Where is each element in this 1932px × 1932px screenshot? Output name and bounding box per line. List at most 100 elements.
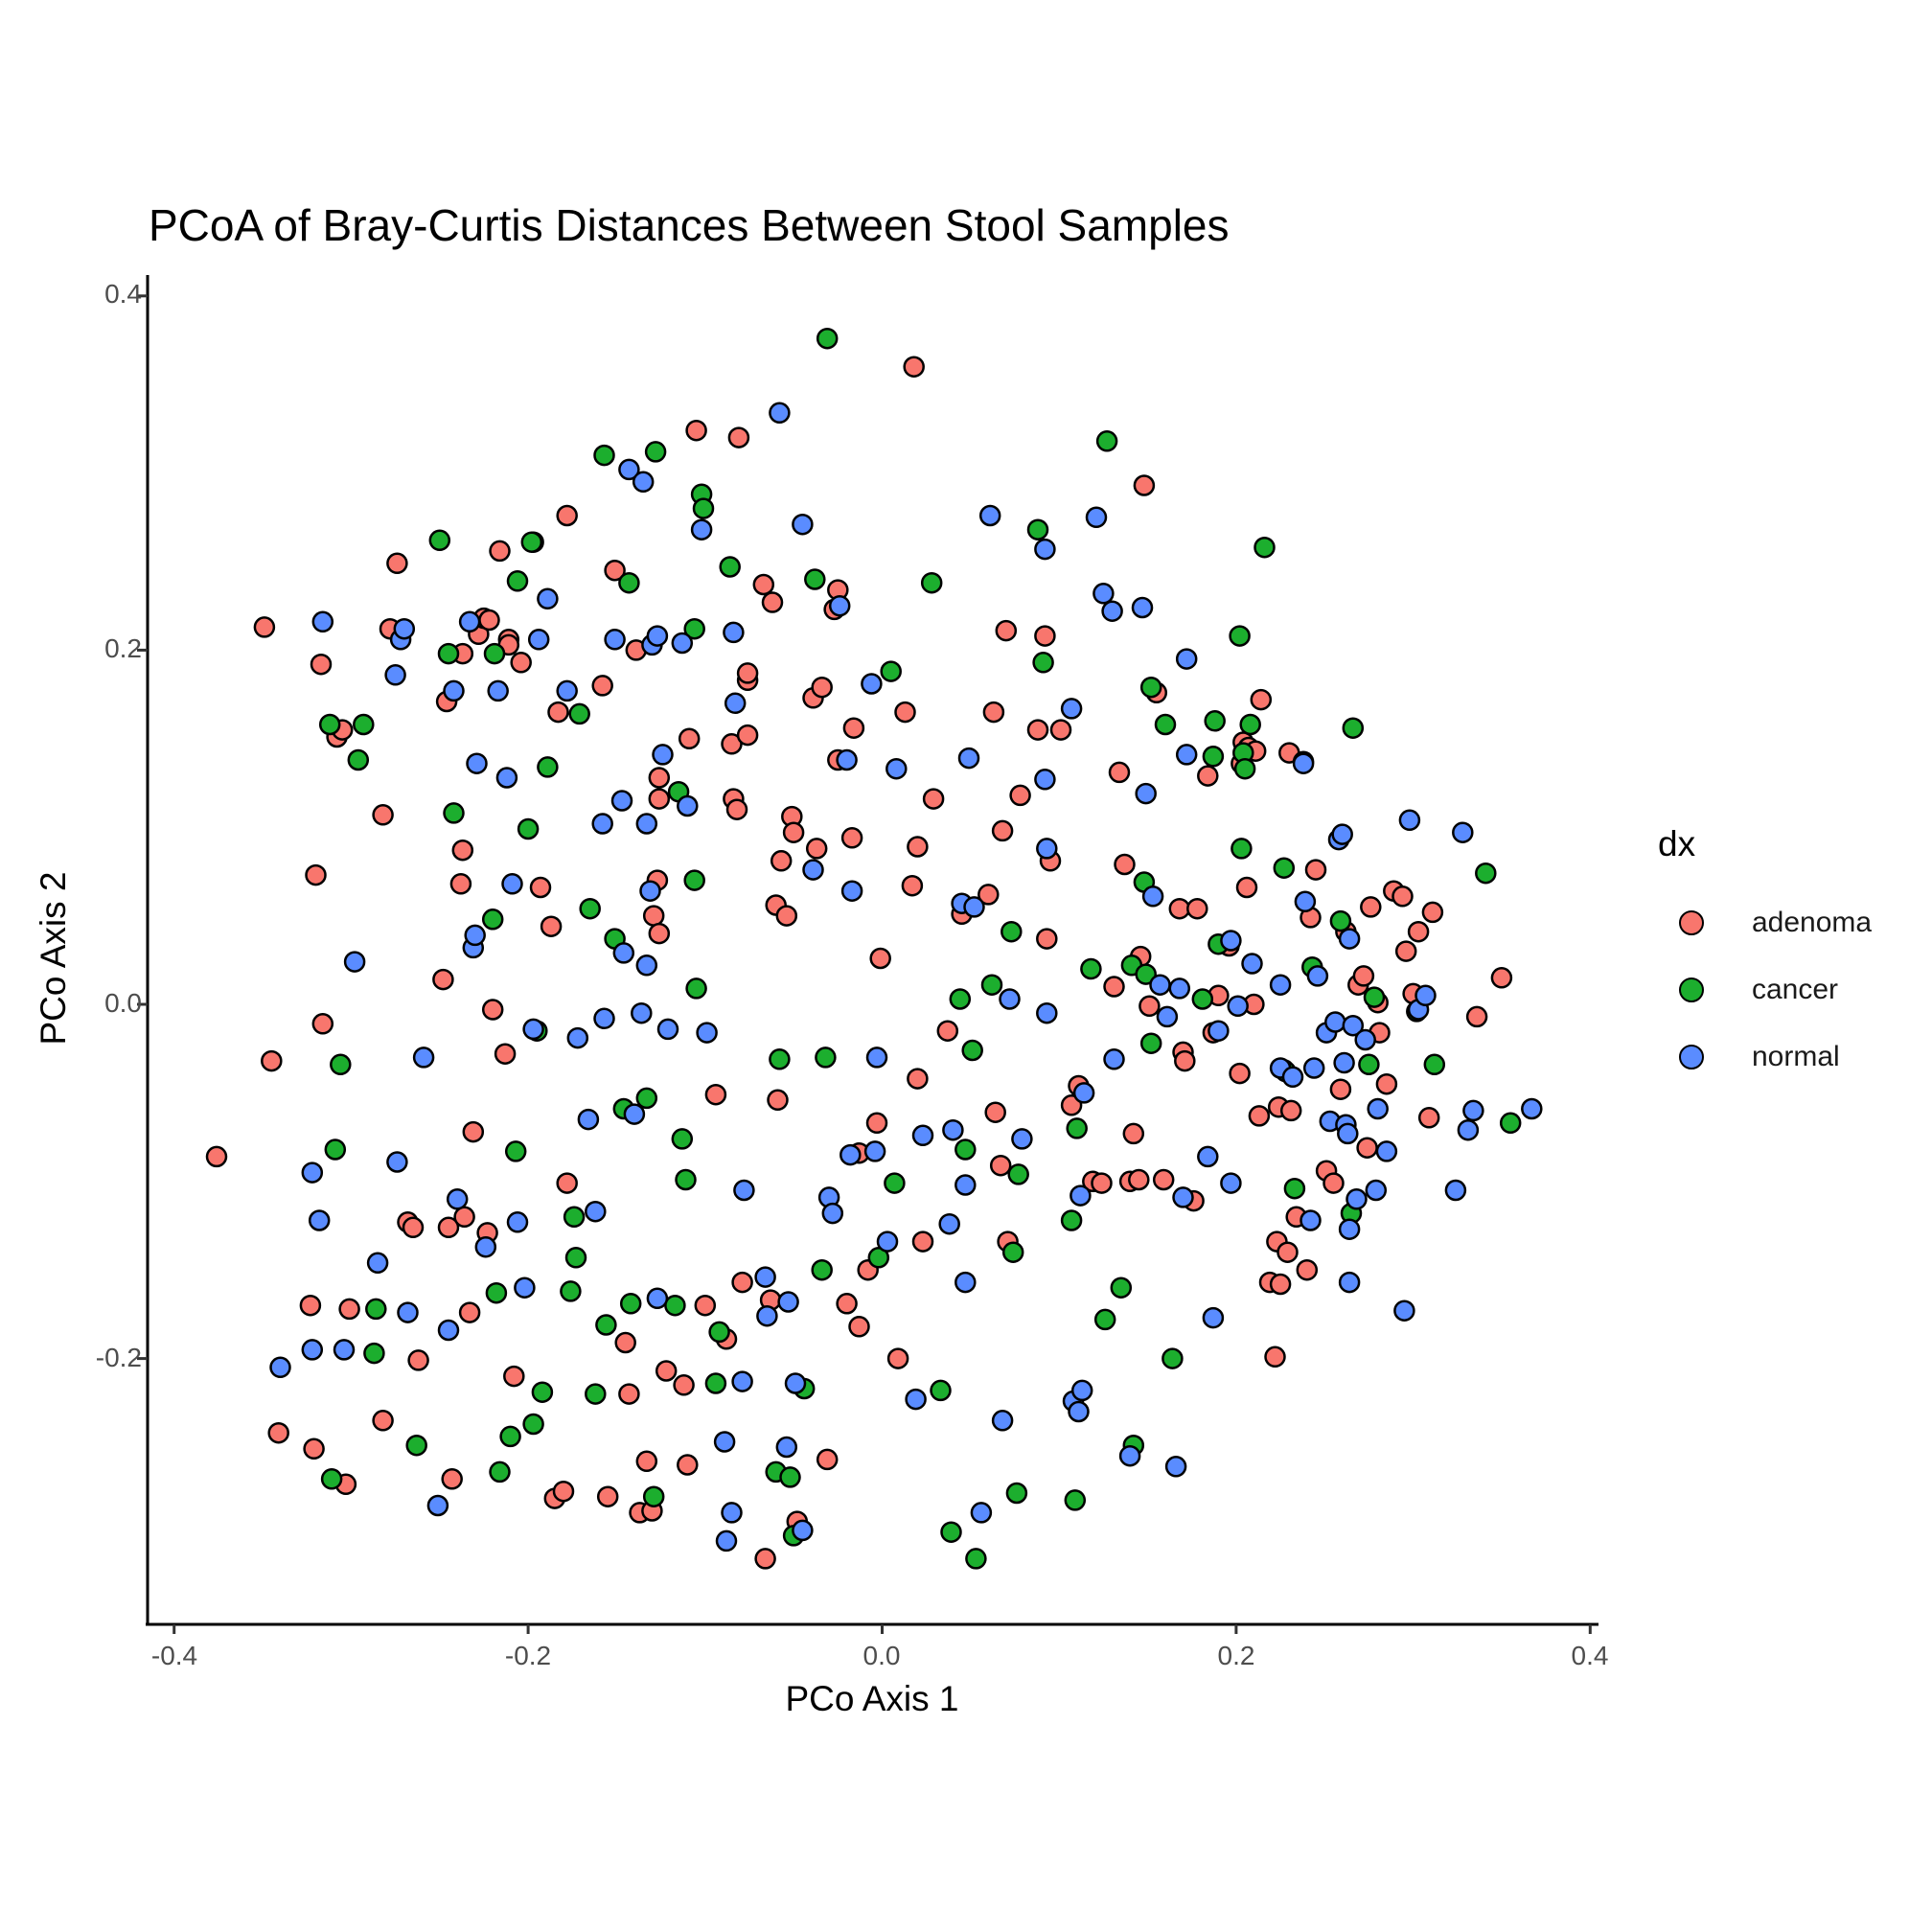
normal-point [1175,648,1198,670]
adenoma-point [591,675,613,697]
adenoma-point [725,798,748,820]
normal-point [1414,984,1437,1007]
normal-point [792,513,814,536]
normal-point [1220,1172,1242,1194]
cancer-point [485,1281,508,1304]
adenoma-point [677,1454,699,1476]
adenoma-point [1375,1072,1398,1095]
x-tick-label: -0.2 [504,1641,552,1670]
normal-point [1197,1145,1219,1168]
normal-point [713,1431,736,1453]
cancer-point [1358,1053,1380,1076]
normal-point [942,1118,964,1141]
cancer-point [593,444,615,467]
adenoma-point [478,609,500,632]
y-ticks [137,294,148,1361]
adenoma-point [736,662,759,684]
normal-point [876,1230,899,1253]
adenoma-point [205,1145,228,1168]
x-axis-label: PCo Axis 1 [785,1679,959,1718]
adenoma-point [604,559,626,582]
cancer-point [930,1379,952,1402]
adenoma-point [1329,1078,1352,1100]
cancer-point [499,1425,521,1448]
cancer-point [685,978,707,1000]
cancer-point [1000,920,1023,943]
cancer-point [1204,710,1226,732]
normal-point [311,610,334,633]
adenoma-point [752,573,775,596]
adenoma-point [1114,853,1136,876]
normal-point [556,679,578,702]
adenoma-point [775,905,798,927]
adenoma-point [510,652,532,674]
adenoma-point [1394,940,1417,962]
adenoma-point [1133,474,1156,496]
adenoma-point [1235,876,1258,899]
cancer-point [1202,746,1225,768]
cancer-point [635,1087,658,1110]
adenoma-point [811,676,833,699]
x-tick-label: 0.0 [862,1641,901,1670]
cancer-point [560,1280,582,1302]
normal-point [446,1188,469,1210]
normal-point [840,1143,862,1166]
cancer-point [1007,1163,1029,1185]
adenoma-point [299,1294,322,1317]
adenoma-point [489,540,511,563]
normal-point [784,1372,807,1394]
adenoma-point [936,1020,959,1042]
cancer-point [1093,1308,1116,1331]
normal-point [690,518,713,540]
normal-point [537,587,559,610]
normal-point [1393,1300,1415,1322]
normal-point [802,859,824,881]
x-tick-label: 0.4 [1571,1641,1609,1670]
normal-point [999,988,1021,1010]
normal-point [466,752,488,774]
normal-point [1011,1128,1033,1150]
normal-point [269,1356,291,1379]
x-ticks [172,1624,1592,1634]
normal-point [585,1200,607,1223]
cancer-point [506,570,529,592]
adenoma-point [648,788,671,810]
cancer-point [961,1039,983,1062]
adenoma-point [727,426,750,448]
cancer-point [1273,857,1296,879]
normal-point [963,896,985,918]
adenoma-point [1322,1172,1345,1194]
normal-point [656,1018,679,1041]
normal-point [1300,1209,1322,1231]
adenoma-point [437,1216,460,1239]
normal-point [474,1235,497,1258]
normal-point [671,632,694,655]
cancer-point [1139,1032,1162,1054]
cancer-point [347,748,370,771]
cancer-point [1154,713,1177,736]
adenoma-point [1490,967,1513,989]
normal-point [775,1436,798,1459]
normal-point [1164,1456,1187,1478]
normal-point [610,790,633,812]
normal-point [635,954,658,977]
adenoma-point [1108,761,1131,784]
adenoma-point [1296,1258,1319,1281]
normal-point [1292,752,1315,774]
data-points [205,327,1543,1570]
cancer-point [1254,536,1276,559]
normal-point [623,1103,646,1125]
normal-point [938,1212,960,1235]
cancer-point [1363,986,1386,1008]
cancer-point [1064,1489,1087,1511]
cancer-point [564,1247,587,1269]
adenoma-point [1250,688,1273,711]
cancer-point [719,556,741,578]
cancer-point [1135,963,1157,985]
adenoma-point [441,1468,463,1490]
cancer-point [320,1468,343,1490]
normal-point [1068,1400,1090,1423]
normal-point [1338,1271,1361,1294]
normal-point [1175,744,1198,766]
adenoma-point [540,915,563,937]
